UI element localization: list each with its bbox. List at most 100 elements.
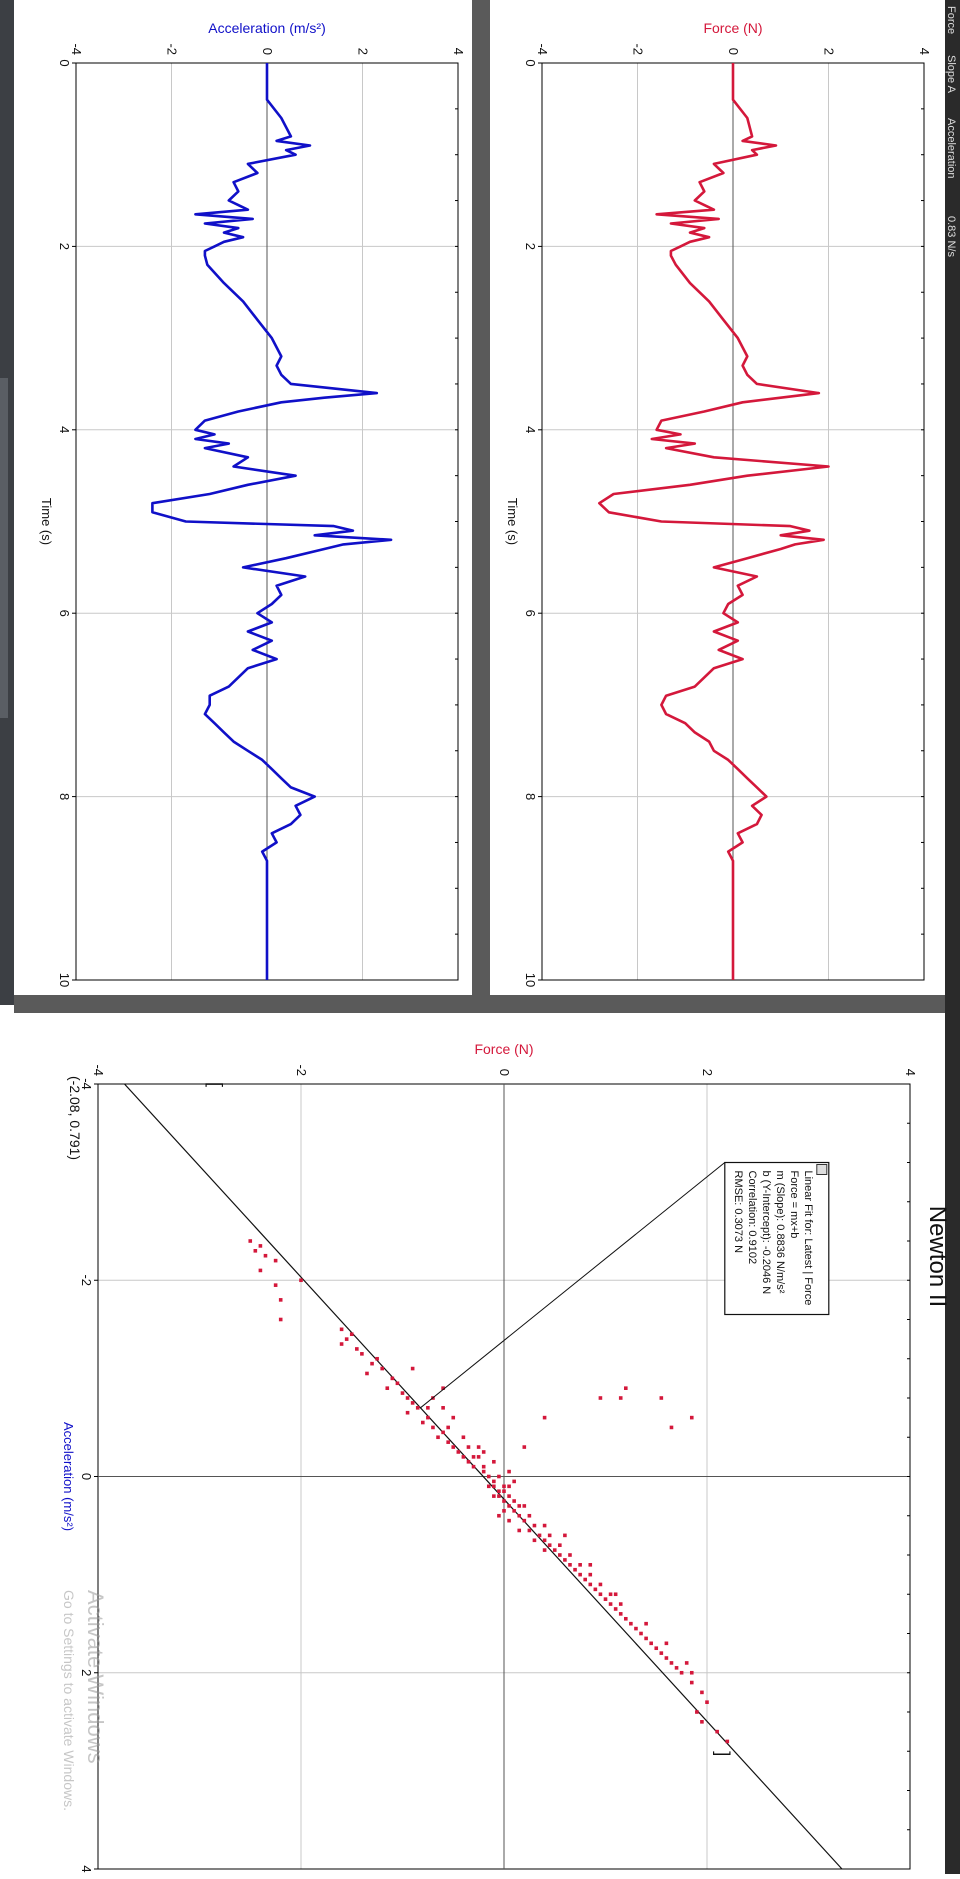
y-tick-label: -4 xyxy=(69,43,84,55)
scatter-point xyxy=(512,1479,516,1484)
scatter-point xyxy=(634,1626,638,1631)
scatter-point xyxy=(441,1430,445,1435)
scatter-point xyxy=(522,1518,527,1523)
scatter-point xyxy=(502,1499,506,1503)
scatter-point xyxy=(349,1332,354,1337)
annotation-line: Linear Fit for: Latest | Force xyxy=(802,1171,814,1306)
scatter-point xyxy=(639,1631,643,1636)
scatter-point xyxy=(563,1533,567,1538)
header-fragment: 0.83 N/s xyxy=(945,216,957,257)
scatter-point xyxy=(695,1710,699,1714)
scatter-point xyxy=(542,1548,547,1552)
scatter-point xyxy=(705,1700,709,1704)
scatter-point xyxy=(644,1636,648,1641)
scatter-point xyxy=(689,1680,694,1685)
annotation-options-icon[interactable] xyxy=(816,1164,828,1175)
x-axis-label: Time (s) xyxy=(505,498,520,545)
x-tick-label: 2 xyxy=(57,243,72,250)
force-vs-acceleration-chart: -4 -2 0 2 4 -4 -2 0 2 4 Acceleration (m/s²) Force (… xyxy=(61,1041,951,1873)
scatter-point xyxy=(248,1239,253,1243)
scatter-point xyxy=(446,1425,450,1430)
scatter-point xyxy=(603,1597,608,1601)
watermark-subtitle: Go to Settings to activate Windows. xyxy=(61,1590,77,1811)
scatter-point xyxy=(380,1366,384,1371)
scatter-point xyxy=(542,1538,547,1543)
scatter-point xyxy=(431,1425,435,1430)
scatter-point xyxy=(659,1396,664,1400)
scatter-point xyxy=(273,1258,278,1263)
annotation-line: m (Slope): 0.8836 N/m/s² xyxy=(774,1171,786,1294)
scatter-point xyxy=(471,1464,476,1469)
scatter-point xyxy=(492,1484,496,1489)
scatter-point xyxy=(568,1563,572,1567)
y-axis-label: Acceleration (m/s²) xyxy=(208,20,325,36)
y-axis-label: Force (N) xyxy=(703,20,762,36)
scatter-point xyxy=(461,1455,466,1459)
x-tick-label: 10 xyxy=(57,973,72,987)
scatter-point xyxy=(517,1528,522,1533)
scatter-point xyxy=(486,1474,491,1479)
scatter-point xyxy=(613,1607,618,1611)
scatter-point xyxy=(451,1415,456,1420)
activate-windows-watermark: Activate Windows Go to Settings to activa… xyxy=(61,1590,108,1811)
scatter-point xyxy=(563,1558,567,1562)
left-scrollbar[interactable] xyxy=(0,378,8,718)
scatter-point xyxy=(684,1661,689,1665)
x-tick-label: 0 xyxy=(79,1473,94,1480)
scatter-point xyxy=(456,1450,461,1454)
cursor-readout: (-2.08, 0.791) xyxy=(67,1076,83,1160)
scatter-point xyxy=(507,1484,511,1489)
scatter-point xyxy=(360,1352,364,1356)
scatter-point xyxy=(725,1739,730,1744)
scatter-point xyxy=(547,1533,552,1538)
y-tick-label: 0 xyxy=(260,48,275,55)
scatter-point xyxy=(598,1582,603,1587)
y-tick-label: 2 xyxy=(356,48,371,55)
scatter-point xyxy=(370,1361,374,1366)
scatter-point xyxy=(466,1459,471,1464)
annotation-line: Force = mx+b xyxy=(788,1171,800,1239)
scatter-point xyxy=(649,1641,653,1646)
scatter-point xyxy=(583,1577,587,1582)
x-tick-label: 4 xyxy=(57,426,72,433)
y-axis-label: Force (N) xyxy=(474,1041,533,1057)
x-tick-label: 10 xyxy=(523,973,538,987)
scatter-point xyxy=(507,1504,511,1508)
scatter-point xyxy=(588,1582,593,1587)
scatter-point xyxy=(618,1612,623,1616)
y-tick-label: -4 xyxy=(535,43,550,55)
scatter-point xyxy=(451,1445,456,1449)
y-tick-label: 4 xyxy=(903,1069,918,1076)
scatter-point xyxy=(679,1670,684,1675)
scatter-point xyxy=(598,1396,603,1400)
y-tick-label: 4 xyxy=(451,48,466,55)
scatter-point xyxy=(558,1553,562,1557)
scatter-point xyxy=(532,1523,537,1528)
scatter-point xyxy=(517,1513,522,1518)
scatter-point xyxy=(344,1337,349,1341)
scatter-point xyxy=(715,1729,719,1734)
scatter-point xyxy=(588,1572,593,1577)
header-fragment: Force xyxy=(945,6,957,34)
scatter-point xyxy=(299,1278,303,1283)
scatter-point xyxy=(608,1602,613,1606)
scatter-point xyxy=(689,1415,694,1420)
y-tick-label: 2 xyxy=(822,48,837,55)
y-tick-label: -2 xyxy=(165,43,180,55)
scatter-point xyxy=(507,1518,511,1523)
scatter-point xyxy=(578,1563,582,1567)
x-tick-label: 2 xyxy=(523,243,538,250)
scatter-point xyxy=(492,1479,496,1484)
x-tick-label: -2 xyxy=(79,1274,94,1286)
y-tick-label: 0 xyxy=(726,48,741,55)
scatter-point xyxy=(527,1513,532,1518)
y-tick-label: -4 xyxy=(91,1064,106,1076)
scatter-point xyxy=(426,1415,430,1420)
y-tick-label: -2 xyxy=(294,1064,309,1076)
scatter-point xyxy=(278,1298,283,1302)
annotation-line: RMSE: 0.3073 N xyxy=(732,1171,744,1254)
scatter-point xyxy=(507,1469,511,1474)
force-series-line xyxy=(597,63,830,980)
